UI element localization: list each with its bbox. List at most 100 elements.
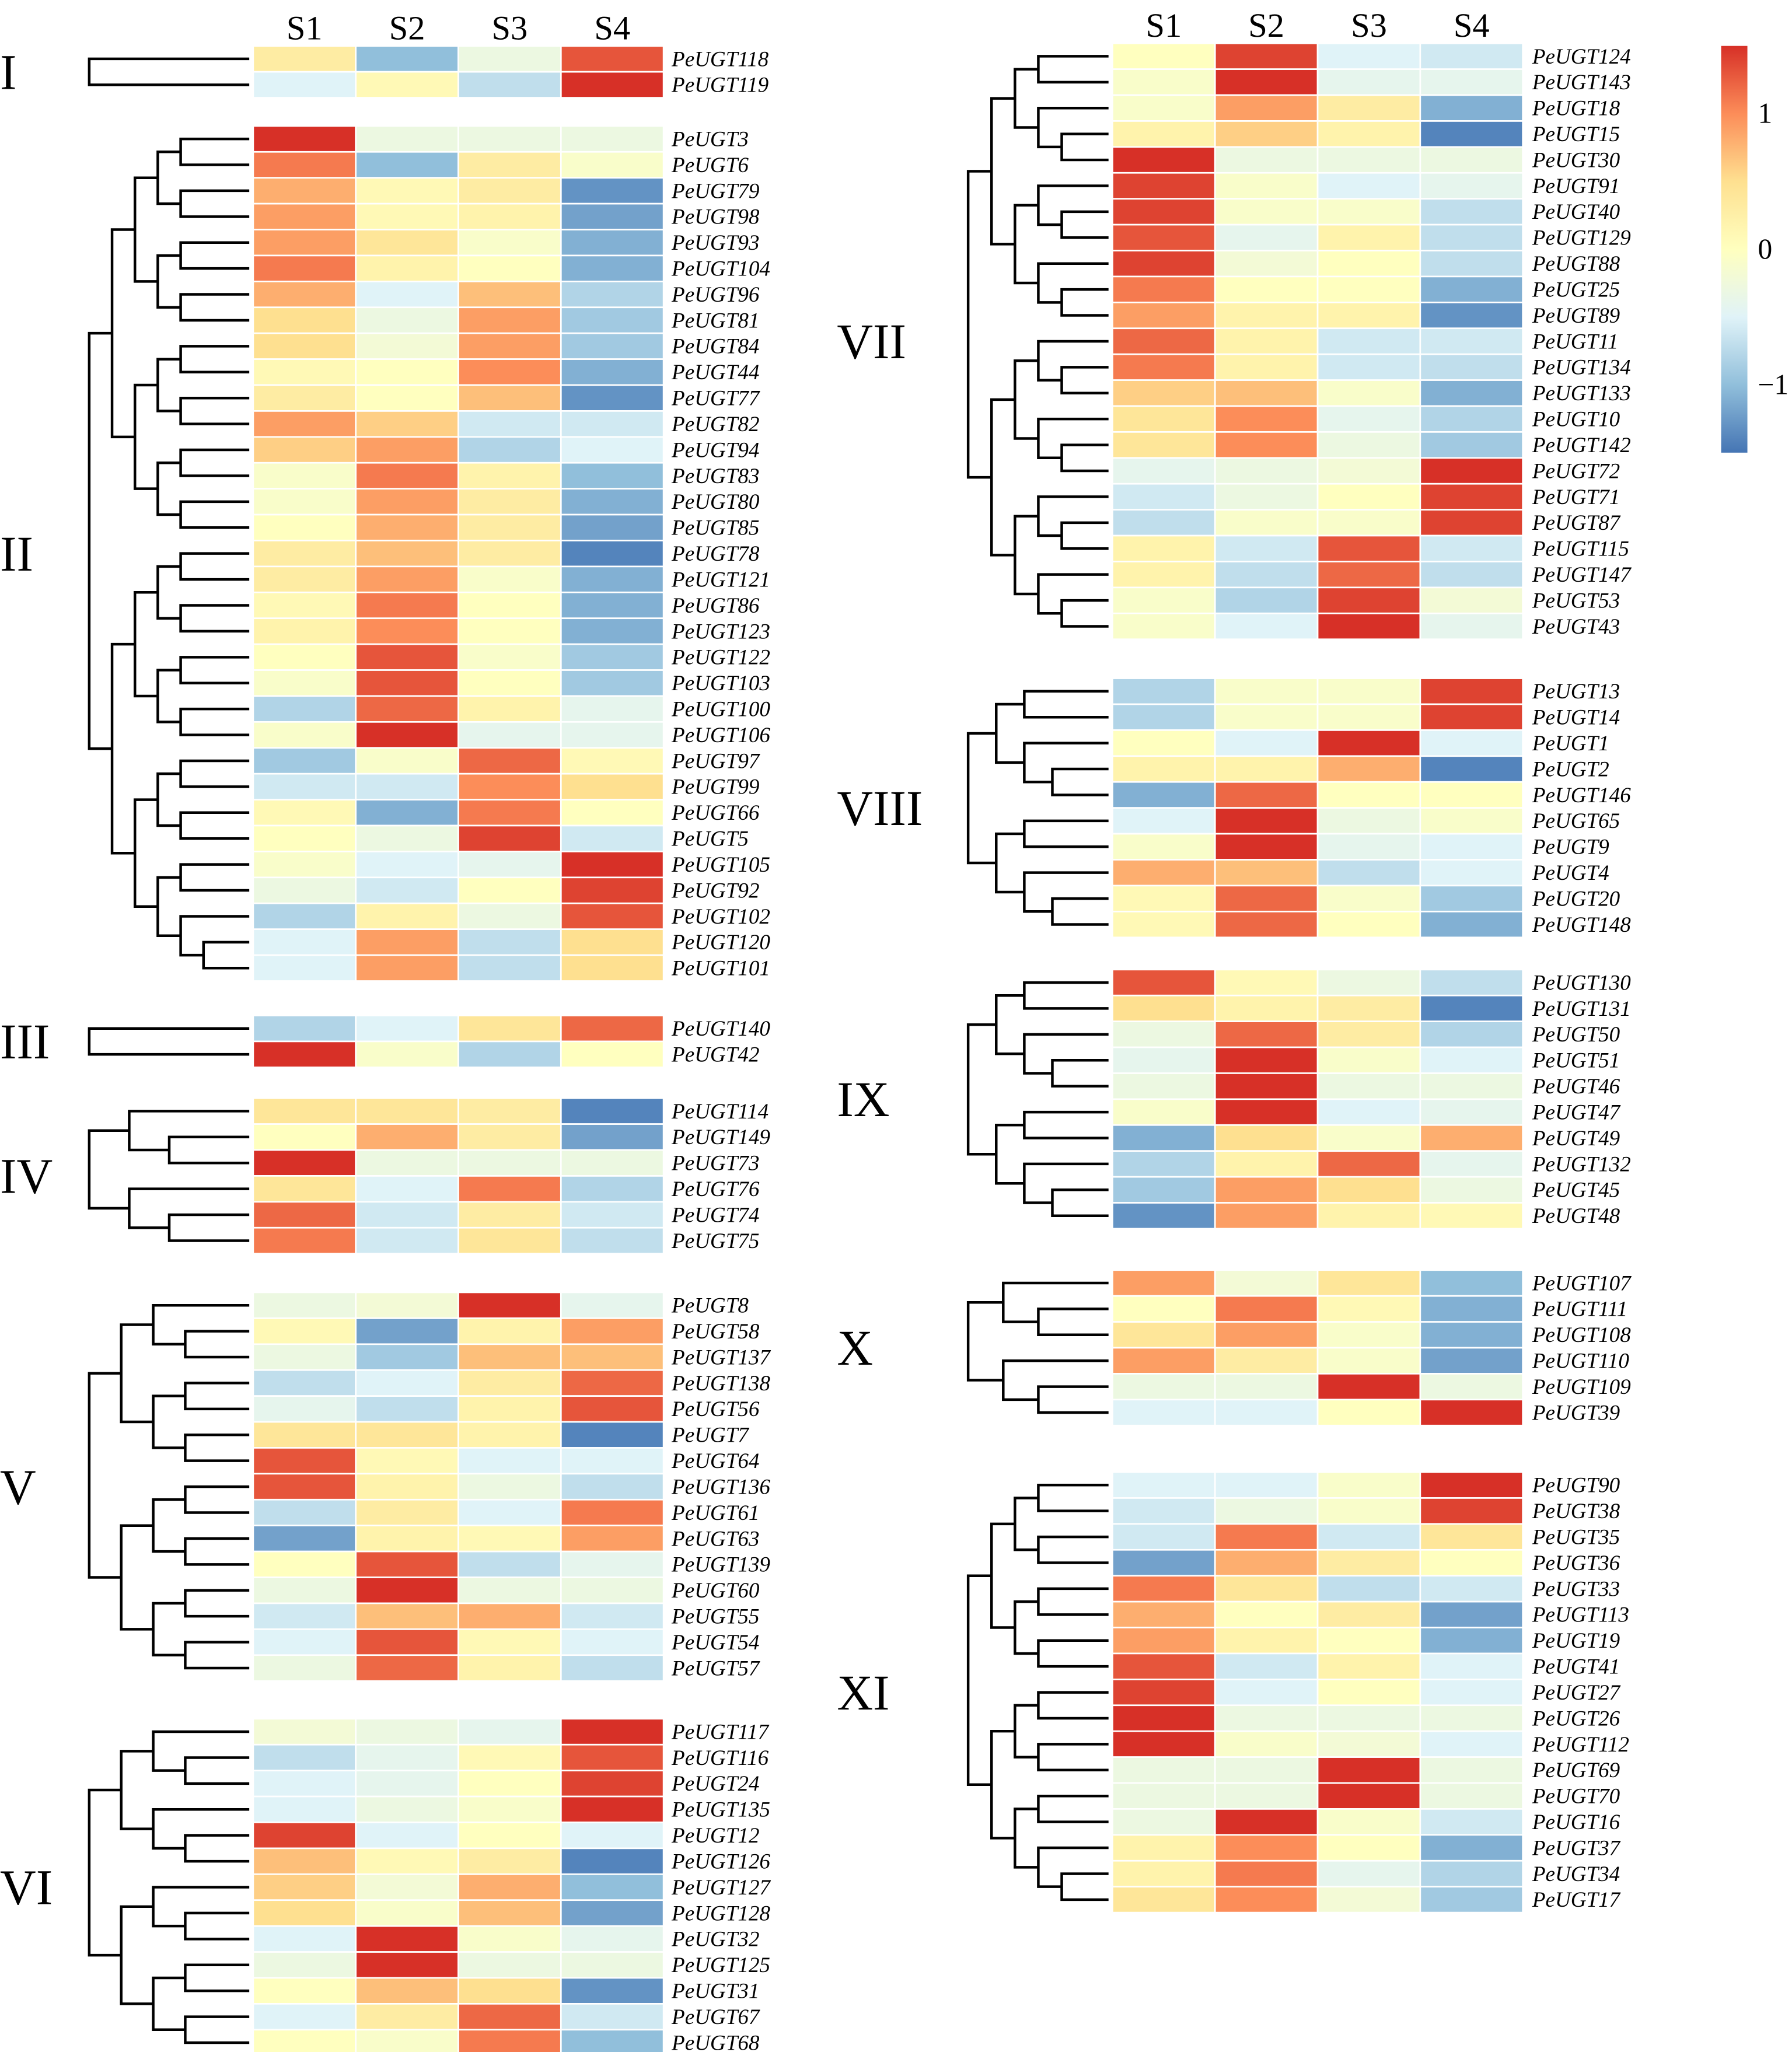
dendrogram-branch	[1023, 1162, 1109, 1204]
heatmap-cell	[355, 125, 459, 153]
heatmap-row: PeUGT99	[252, 772, 759, 800]
heatmap-row: PeUGT41	[1112, 1652, 1620, 1680]
heatmap-row: PeUGT125	[252, 1951, 770, 1979]
gene-label: PeUGT81	[671, 309, 759, 333]
heatmap-cell	[1316, 885, 1421, 913]
heatmap-cell	[1419, 1176, 1524, 1204]
heatmap-cell	[560, 1097, 665, 1125]
gene-label: PeUGT5	[671, 827, 749, 851]
heatmap-cell	[560, 1395, 665, 1423]
dendrogram-branch	[110, 228, 135, 439]
heatmap-cell	[1112, 1399, 1216, 1427]
heatmap-cell	[457, 1873, 562, 1901]
heatmap-cell	[1419, 1373, 1524, 1401]
gene-label: PeUGT9	[1532, 836, 1609, 859]
gene-label: PeUGT139	[671, 1553, 770, 1577]
heatmap-cell	[1112, 1730, 1216, 1758]
heatmap-cell	[1419, 1704, 1524, 1732]
heatmap-cell	[1214, 1150, 1319, 1178]
heatmap-cell	[252, 384, 357, 412]
heatmap-cell	[1112, 1782, 1216, 1810]
heatmap-cell	[1214, 1471, 1319, 1499]
heatmap-row: PeUGT85	[252, 513, 759, 541]
heatmap-cell	[1214, 755, 1319, 783]
gene-label: PeUGT38	[1532, 1499, 1620, 1523]
heatmap-cell	[1214, 1523, 1319, 1551]
dendrogram-branch	[1037, 495, 1109, 537]
heatmap-cell	[252, 695, 357, 723]
heatmap-cell	[1316, 42, 1421, 70]
heatmap-cell	[457, 1473, 562, 1501]
gene-label: PeUGT6	[671, 153, 749, 177]
heatmap-cell	[560, 1123, 665, 1151]
dendrogram-branch	[1014, 204, 1039, 285]
heatmap-cell	[1419, 1627, 1524, 1655]
dendrogram-branch	[184, 1537, 250, 1566]
heatmap-cell	[1316, 94, 1421, 122]
heatmap-cell	[355, 1525, 459, 1553]
heatmap-cell	[1214, 1046, 1319, 1074]
heatmap-cell	[355, 643, 459, 671]
heatmap-cell	[1112, 612, 1216, 641]
gene-label: PeUGT117	[671, 1720, 770, 1744]
heatmap-row: PeUGT132	[1112, 1150, 1631, 1178]
heatmap-row: PeUGT134	[1112, 353, 1631, 381]
heatmap-cell	[1214, 1399, 1319, 1427]
gene-label: PeUGT69	[1532, 1759, 1620, 1782]
gene-label: PeUGT44	[671, 361, 759, 384]
heatmap-cell	[1419, 1471, 1524, 1499]
heatmap-cell	[457, 928, 562, 956]
group-label: V	[0, 1460, 36, 1515]
heatmap-cell	[1316, 1497, 1421, 1525]
heatmap-cell	[252, 513, 357, 541]
dendrogram-branch	[133, 176, 158, 283]
heatmap-cell	[355, 591, 459, 620]
heatmap-row: PeUGT77	[252, 384, 760, 412]
gene-label: PeUGT91	[1532, 174, 1620, 198]
heatmap-cell	[1112, 1575, 1216, 1603]
heatmap-cell	[355, 1718, 459, 1746]
heatmap-row: PeUGT93	[252, 229, 759, 257]
heatmap-cell	[1112, 1600, 1216, 1628]
gene-label: PeUGT94	[671, 438, 759, 462]
gene-label: PeUGT127	[671, 1876, 771, 1900]
heatmap-row: PeUGT137	[252, 1343, 771, 1371]
heatmap-cell	[1419, 885, 1524, 913]
heatmap-cell	[252, 1951, 357, 1979]
heatmap-cell	[355, 1795, 459, 1823]
heatmap-cell	[252, 462, 357, 490]
dendrogram-branch	[184, 1834, 250, 1863]
heatmap-cell	[560, 1550, 665, 1578]
heatmap-row: PeUGT92	[252, 876, 759, 904]
heatmap-cell	[1214, 781, 1319, 809]
heatmap-cell	[1419, 1124, 1524, 1152]
dendrogram-branch	[179, 448, 250, 477]
colorbar-tick-label: 1	[1758, 97, 1773, 130]
dendrogram-branch	[966, 1574, 992, 1787]
heatmap-cell	[252, 488, 357, 516]
dendrogram-branch	[1037, 1691, 1109, 1720]
gene-label: PeUGT149	[671, 1125, 770, 1149]
heatmap-cell	[355, 281, 459, 309]
heatmap-cell	[1112, 405, 1216, 433]
heatmap-cell	[1316, 1679, 1421, 1707]
gene-label: PeUGT92	[671, 879, 759, 903]
gene-label: PeUGT140	[671, 1017, 770, 1041]
heatmap-cell	[1419, 534, 1524, 562]
heatmap-cell	[1112, 1020, 1216, 1048]
dendrogram-branch	[1014, 1808, 1039, 1869]
heatmap-cell	[457, 954, 562, 982]
heatmap-cell	[1316, 1548, 1421, 1577]
heatmap-cell	[1316, 1471, 1421, 1499]
gene-label: PeUGT72	[1532, 459, 1620, 483]
heatmap-cell	[1112, 910, 1216, 939]
group-label: II	[0, 527, 33, 582]
heatmap-cell	[1112, 68, 1216, 96]
dendrogram-branch	[1037, 55, 1109, 84]
heatmap-cell	[355, 1015, 459, 1043]
heatmap-cell	[1214, 1679, 1319, 1707]
gene-label: PeUGT90	[1532, 1474, 1620, 1498]
heatmap-row: PeUGT6	[252, 151, 749, 179]
heatmap-cell	[1316, 1627, 1421, 1655]
